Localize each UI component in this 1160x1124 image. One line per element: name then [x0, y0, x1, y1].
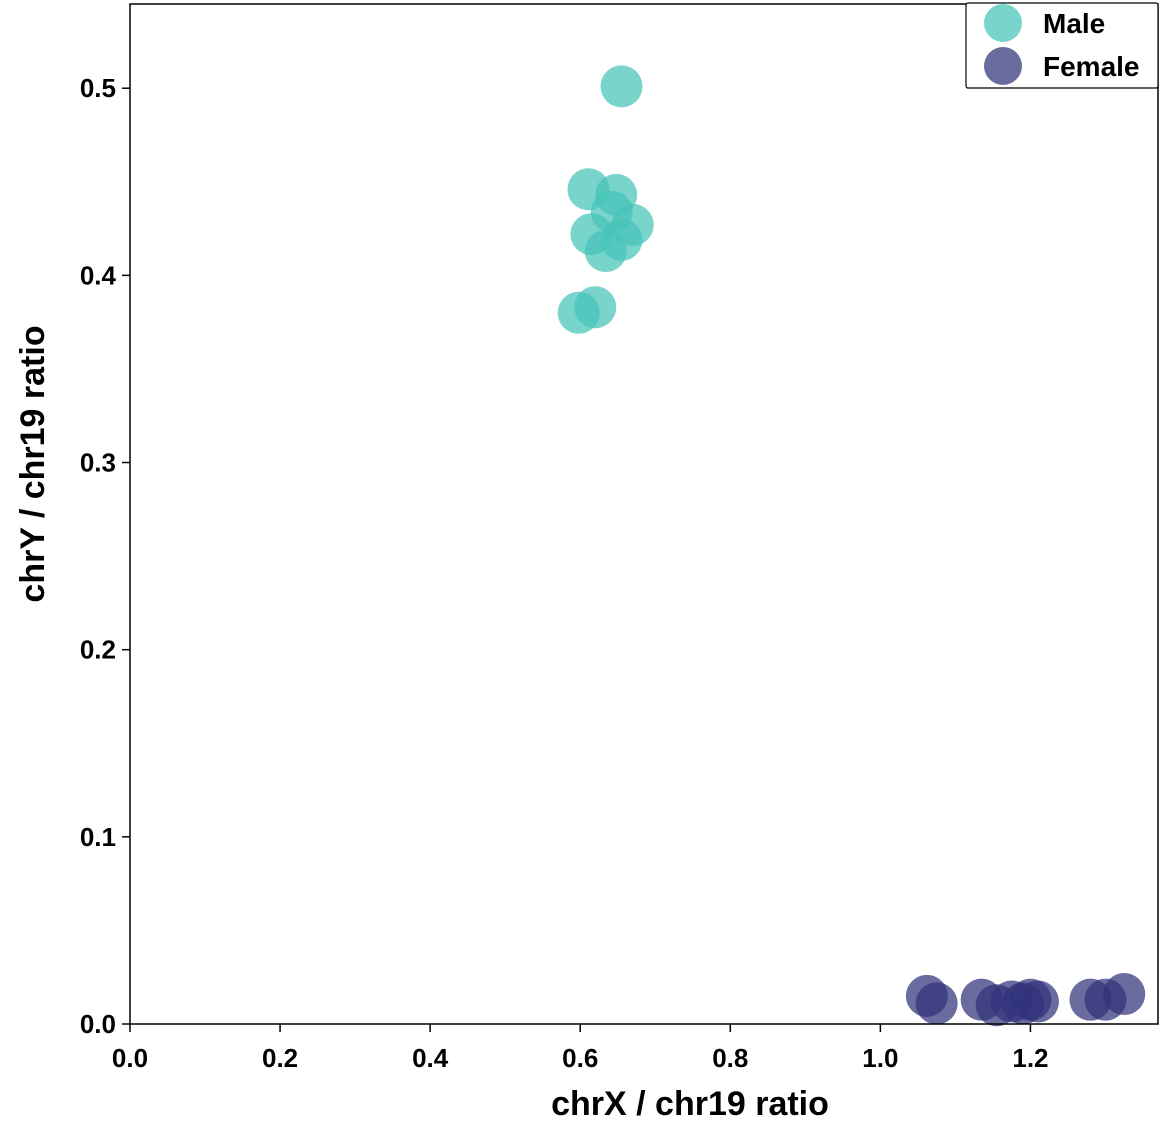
y-tick-label: 0.5	[80, 73, 116, 103]
male-point	[600, 65, 643, 108]
x-axis-label: chrX / chr19 ratio	[551, 1085, 829, 1123]
female-point	[1016, 980, 1059, 1023]
x-tick-label: 0.4	[412, 1043, 449, 1073]
x-tick-label: 0.6	[562, 1043, 598, 1073]
plot-frame	[129, 3, 1159, 1025]
legend: Male Female	[965, 2, 1159, 89]
female-point	[915, 982, 958, 1025]
male-point	[557, 291, 600, 334]
y-tick-label: 0.0	[80, 1009, 116, 1039]
x-tick-label: 0.0	[112, 1043, 148, 1073]
male-point	[584, 230, 627, 273]
legend-marker-male	[984, 4, 1022, 42]
y-tick-label: 0.2	[80, 635, 116, 665]
y-tick-label: 0.4	[80, 260, 117, 290]
y-tick-label: 0.1	[80, 822, 116, 852]
legend-marker-female	[984, 47, 1022, 85]
x-tick-label: 0.2	[262, 1043, 298, 1073]
points-layer	[557, 65, 1146, 1027]
x-tick-label: 0.8	[712, 1043, 748, 1073]
y-tick-label: 0.3	[80, 448, 116, 478]
x-tick-label: 1.0	[862, 1043, 898, 1073]
female-point	[1103, 973, 1146, 1016]
y-axis-label: chrY / chr19 ratio	[14, 325, 52, 602]
legend-label-female: Female	[1043, 51, 1140, 82]
x-tick-label: 1.2	[1012, 1043, 1048, 1073]
legend-label-male: Male	[1043, 8, 1105, 39]
ticks-layer: 0.0 0.2 0.4 0.6 0.8 1.0 1.2 0.0 0.1 0.2 0.3 0.4 0.5	[80, 73, 1049, 1073]
